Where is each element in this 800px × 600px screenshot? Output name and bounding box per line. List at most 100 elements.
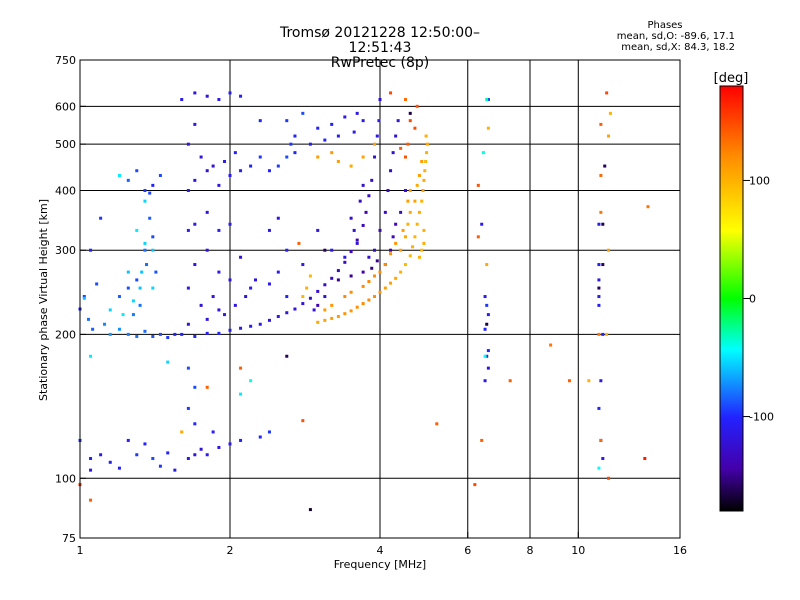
data-point — [316, 228, 320, 232]
data-point — [301, 263, 305, 267]
data-point — [121, 313, 125, 317]
data-point — [424, 134, 428, 138]
data-point — [108, 332, 112, 336]
data-point — [135, 278, 139, 282]
data-point — [186, 142, 190, 146]
data-point — [211, 164, 215, 168]
data-point — [343, 115, 347, 119]
data-point — [99, 453, 103, 457]
data-point — [199, 303, 203, 307]
data-point — [485, 303, 489, 307]
data-point — [355, 238, 359, 242]
data-point — [305, 286, 309, 290]
data-point — [285, 155, 289, 159]
data-point — [308, 274, 312, 278]
data-point — [89, 468, 93, 472]
data-point — [601, 222, 605, 226]
data-point — [435, 422, 439, 426]
data-point — [186, 228, 190, 232]
data-point — [180, 430, 184, 434]
data-point — [597, 222, 601, 226]
x-axis-label: Frequency [MHz] — [334, 558, 426, 571]
data-point — [352, 130, 356, 134]
data-point — [193, 334, 197, 338]
data-point — [193, 453, 197, 457]
data-point — [373, 274, 377, 278]
data-point — [276, 164, 280, 168]
data-point — [148, 216, 152, 220]
phase-stats-x-line: mean, sd,X: 84.3, 18.2 — [621, 42, 735, 53]
data-point — [289, 142, 293, 146]
data-point — [143, 188, 147, 192]
data-point — [597, 466, 601, 470]
data-point — [297, 241, 301, 245]
data-point — [258, 435, 262, 439]
data-point — [186, 188, 190, 192]
data-point — [403, 98, 407, 102]
data-point — [386, 188, 390, 192]
data-point — [399, 270, 403, 274]
data-point — [601, 456, 605, 460]
data-point — [199, 155, 203, 159]
data-point — [151, 248, 155, 252]
data-point — [143, 199, 147, 203]
data-point — [330, 303, 334, 307]
data-point — [82, 295, 86, 299]
colorbar-tick-label: 0 — [749, 293, 756, 306]
data-point — [358, 199, 362, 203]
data-point — [89, 456, 93, 460]
data-point — [89, 248, 93, 252]
data-point — [154, 270, 158, 274]
data-point — [355, 305, 359, 309]
data-point — [597, 263, 601, 267]
data-point — [158, 173, 162, 177]
data-point — [607, 248, 611, 252]
data-point — [403, 235, 407, 239]
data-point — [158, 332, 162, 336]
data-point — [86, 317, 90, 321]
data-point — [217, 183, 221, 187]
data-point — [199, 447, 203, 451]
data-point — [485, 354, 489, 358]
data-point — [301, 419, 305, 423]
data-point — [108, 460, 112, 464]
data-point — [193, 222, 197, 226]
data-point — [349, 274, 353, 278]
data-point — [211, 295, 215, 299]
data-point — [480, 438, 484, 442]
data-point — [217, 445, 221, 449]
data-point — [424, 159, 428, 163]
data-point — [377, 119, 381, 123]
data-point — [375, 259, 379, 263]
data-point — [599, 122, 603, 126]
data-point — [370, 178, 374, 182]
data-point — [151, 235, 155, 239]
data-point — [394, 276, 398, 280]
data-point — [117, 173, 121, 177]
data-point — [258, 322, 262, 326]
data-point — [205, 169, 209, 173]
data-point — [389, 248, 393, 252]
data-point — [486, 313, 490, 317]
data-point — [476, 183, 480, 187]
data-point — [597, 303, 601, 307]
data-point — [228, 442, 232, 446]
data-point — [308, 508, 312, 512]
data-point — [166, 336, 170, 340]
data-point — [587, 379, 591, 383]
data-point — [401, 228, 405, 232]
data-point — [336, 314, 340, 318]
data-point — [355, 111, 359, 115]
data-point — [173, 332, 177, 336]
data-point — [267, 318, 271, 322]
data-point — [135, 169, 139, 173]
data-point — [599, 210, 603, 214]
data-point — [343, 260, 347, 264]
data-point — [361, 119, 365, 123]
data-point — [228, 278, 232, 282]
data-point — [378, 98, 382, 102]
data-point — [276, 216, 280, 220]
data-point — [367, 280, 371, 284]
data-point — [186, 286, 190, 290]
